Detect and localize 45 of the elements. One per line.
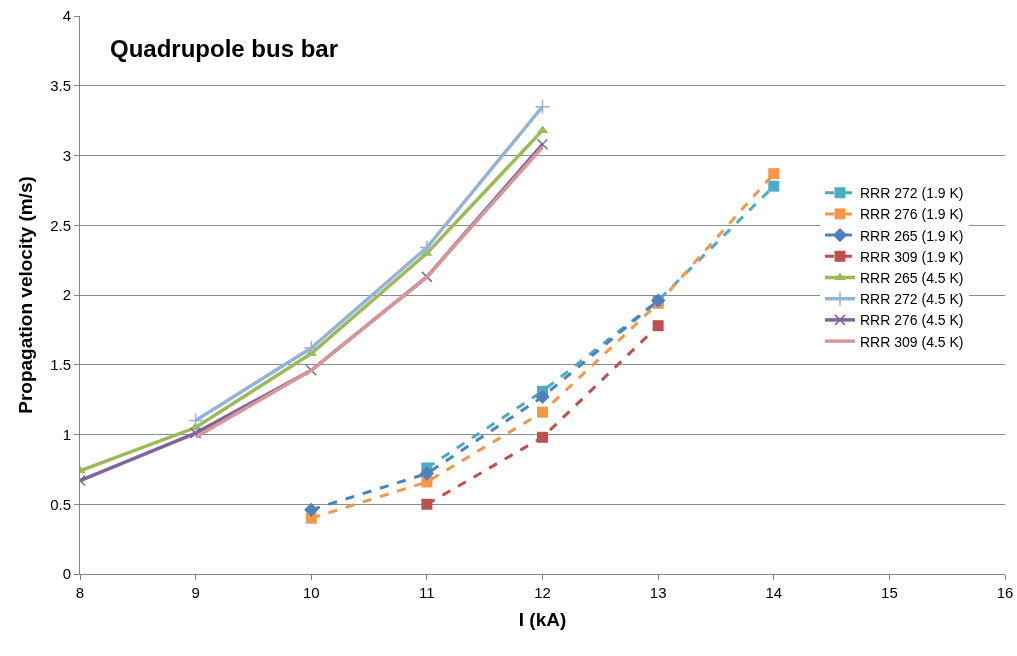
- text: Quadrupole bus bar: [110, 35, 339, 62]
- point: [189, 427, 202, 439]
- y-tick-label: 3: [62, 146, 71, 164]
- point: [304, 502, 319, 517]
- point: [652, 320, 664, 332]
- point: [303, 340, 319, 356]
- x-tick-label: 13: [649, 584, 667, 601]
- legend-label: RRR 309 (4.5 K): [860, 333, 964, 350]
- point: [421, 498, 433, 510]
- y-tick-label: 0: [62, 565, 71, 583]
- point: [768, 168, 780, 180]
- x-tick-label: 9: [191, 584, 200, 601]
- point: [768, 180, 780, 192]
- legend-label: RRR 265 (1.9 K): [860, 227, 964, 244]
- point: [535, 389, 550, 404]
- y-tick-label: 1.5: [50, 356, 71, 373]
- x-tick-label: 15: [881, 584, 898, 601]
- legend-label: RRR 272 (1.9 K): [860, 185, 964, 202]
- x-tick-label: 10: [302, 584, 320, 601]
- point: [419, 466, 435, 481]
- y-tick-label: 1: [62, 425, 71, 443]
- legend-label: RRR 272 (4.5 K): [860, 291, 964, 308]
- legend-label: RRR 309 (1.9 K): [860, 248, 964, 265]
- x-tick-label: 8: [75, 584, 85, 601]
- point: [536, 138, 549, 151]
- x-tick-label: 16: [996, 584, 1014, 601]
- legend-label: RRR 276 (4.5 K): [860, 312, 964, 329]
- y-tick-label: 0.5: [50, 495, 71, 513]
- y-tick-label: 2: [62, 286, 71, 304]
- y-tick-label: 2.5: [50, 216, 71, 234]
- point: [419, 239, 435, 256]
- x-tick-label: 11: [419, 584, 435, 601]
- y-tick-label: 3.5: [50, 77, 71, 94]
- x-axis-title: I (kA): [518, 608, 567, 630]
- point: [534, 98, 551, 115]
- y-axis-title: Propagation velocity (m/s): [14, 176, 36, 414]
- x-tick-label: 14: [765, 584, 783, 601]
- legend-label: RRR 276 (1.9 K): [860, 206, 964, 223]
- point: [537, 431, 548, 443]
- legend-label: RRR 265 (4.5 K): [860, 269, 964, 286]
- point: [537, 406, 548, 418]
- point: [187, 412, 204, 429]
- x-tick-label: 12: [534, 584, 551, 601]
- y-tick-label: 4: [62, 7, 71, 25]
- line-series: [193, 145, 545, 440]
